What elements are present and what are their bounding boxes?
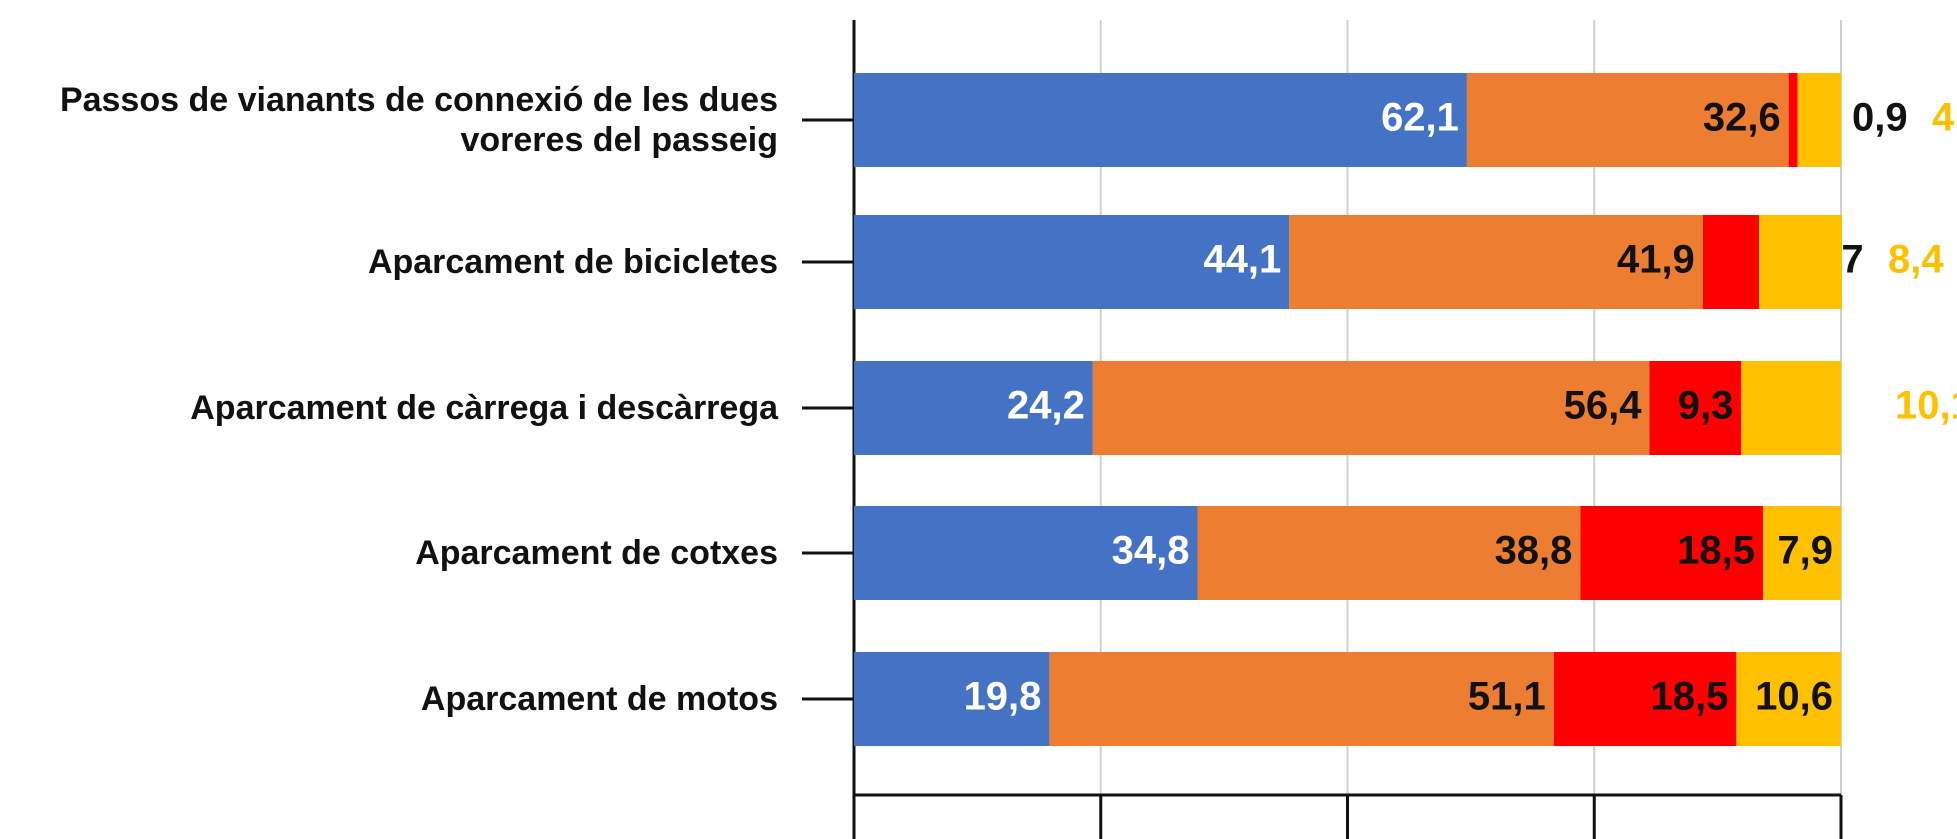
data-label: 24,2: [1007, 384, 1085, 428]
data-label: 18,5: [1651, 675, 1729, 719]
bar-segment: [1197, 506, 1581, 600]
data-label: 19,8: [964, 675, 1042, 719]
y-tick-label: Aparcament de bicicletes: [367, 243, 778, 281]
data-label: 38,8: [1495, 529, 1573, 573]
bar-segment: [1741, 361, 1841, 455]
y-tick-label: Aparcament de càrrega i descàrrega: [190, 389, 778, 427]
y-tick-label: Aparcament de cotxes: [415, 534, 778, 572]
data-label: 9,3: [1678, 384, 1734, 428]
data-label: 18,5: [1677, 529, 1755, 573]
bar-segment: [854, 361, 1093, 455]
data-label: 7,9: [1777, 529, 1833, 573]
bar-segment: [854, 652, 1050, 746]
data-label: 4,4: [1932, 96, 1957, 140]
data-label: 56,4: [1564, 384, 1643, 428]
bar-segment: [1289, 215, 1703, 309]
bar-segment: [854, 73, 1467, 167]
bar-segment: [1788, 73, 1798, 167]
data-label: 0,9: [1852, 96, 1908, 140]
bar-segment: [1702, 215, 1760, 309]
data-label: 8,4: [1888, 238, 1944, 282]
y-tick-label: Passos de vianants de connexió de les du…: [59, 81, 778, 159]
data-label: 62,1: [1381, 96, 1459, 140]
bar-segment: [1797, 73, 1841, 167]
data-label: 44,1: [1203, 238, 1281, 282]
data-label: 10,1: [1895, 384, 1957, 428]
data-label: 41,9: [1617, 238, 1695, 282]
bar-segment: [1763, 506, 1841, 600]
bar-segment: [1759, 215, 1842, 309]
bar-segment: [854, 506, 1198, 600]
y-tick-label: Aparcament de motos: [420, 680, 778, 718]
data-label: 34,8: [1112, 529, 1190, 573]
bar-segment: [1553, 652, 1737, 746]
bar-segment: [1580, 506, 1764, 600]
bar-segment: [854, 215, 1290, 309]
bar-segment: [1649, 361, 1742, 455]
data-label: 51,1: [1468, 675, 1546, 719]
data-label: 10,6: [1755, 675, 1833, 719]
bar-segment: [1092, 361, 1650, 455]
data-label: 32,6: [1703, 96, 1781, 140]
bar-segment: [1736, 652, 1841, 746]
bar-segment: [1466, 73, 1789, 167]
bar-segment: [1049, 652, 1554, 746]
